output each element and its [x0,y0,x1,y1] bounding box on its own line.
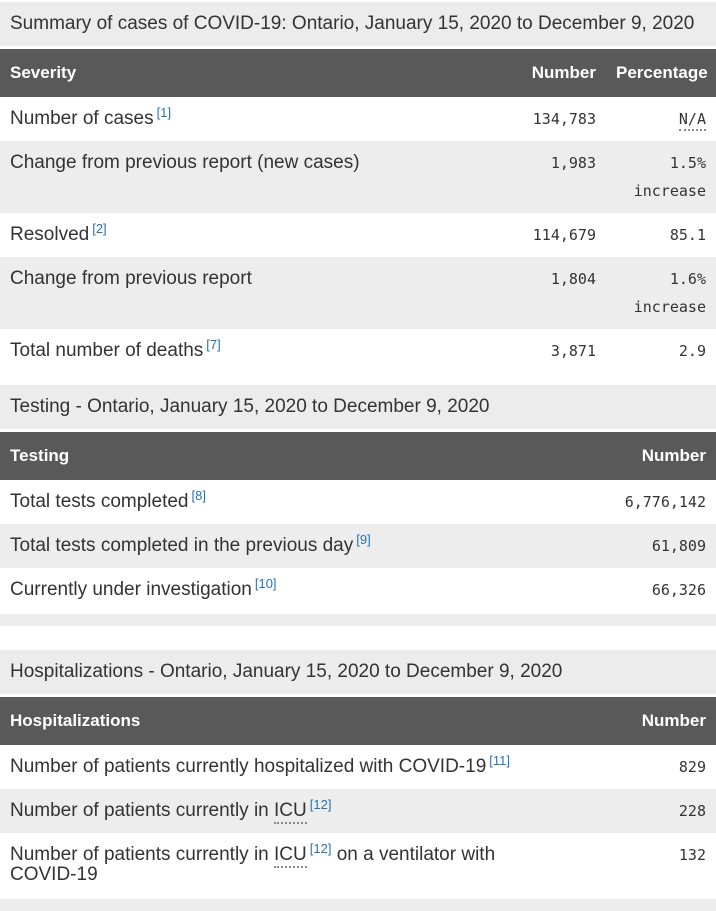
footnote-link-2[interactable]: [2] [92,221,107,236]
row-label: Number of patients currently in [10,800,275,821]
footnote-link-1[interactable]: [1] [156,105,172,120]
hospitalizations-table: Hospitalizations Number Number of patien… [0,697,716,897]
footnote-link-11[interactable]: [11] [489,753,510,768]
table-row-change-previous-report: Change from previous report 1,804 1.6% i… [0,257,716,329]
summary-header-row: Severity Number Percentage [0,49,716,97]
cell-number: 1,804 [496,257,606,329]
table-row-icu-ventilator: Number of patients currently in ICU [12] … [0,833,716,897]
table-row-under-investigation: Currently under investigation [10] 66,326 [0,568,716,612]
column-header-number: Number [576,432,716,480]
cell-percentage: 2.9 [678,342,706,360]
row-label: Number of patients currently hospitalize… [10,756,487,777]
table-footer-strip [0,899,716,911]
summary-cases-table: Severity Number Percentage Number of cas… [0,49,716,373]
cell-label: Currently under investigation [10] [0,568,576,612]
cell-number: 61,809 [576,524,716,568]
column-header-number: Number [576,697,716,745]
row-label: Total tests completed in the previous da… [10,535,354,556]
cell-number: 1,983 [496,141,606,213]
footnote-marker: [11] [489,753,510,768]
footnote-marker: [7] [206,337,220,352]
footnote-link-8[interactable]: [8] [191,488,206,503]
cell-number: 134,783 [532,110,596,128]
table-row-change-new-cases: Change from previous report (new cases) … [0,141,716,213]
cell-label: Change from previous report [0,257,496,329]
footnote-marker: [8] [191,488,205,503]
row-label: Resolved [10,224,90,245]
cell-percentage: N/A [606,97,716,141]
cell-number: 829 [678,758,706,776]
footnote-link-12[interactable]: [12] [309,841,332,856]
cell-label: Change from previous report (new cases) [0,141,496,213]
row-label: Total tests completed [10,491,189,512]
table-row-hospitalized: Number of patients currently hospitalize… [0,745,716,789]
footnote-link-10[interactable]: [10] [254,576,277,591]
testing-section: Testing - Ontario, January 15, 2020 to D… [0,385,716,626]
footnote-link-9[interactable]: [9] [356,532,371,547]
cell-label: Number of patients currently in ICU [12] … [0,833,576,897]
table-row-resolved: Resolved [2] 114,679 85.1 [0,213,716,257]
table-row-icu: Number of patients currently in ICU [12] … [0,789,716,833]
summary-cases-section: Summary of cases of COVID-19: Ontario, J… [0,2,716,373]
table-row-total-deaths: Total number of deaths [7] 3,871 2.9 [0,329,716,373]
table-row-tests-previous-day: Total tests completed in the previous da… [0,524,716,568]
cell-number: 132 [678,846,706,864]
cell-label: Number of patients currently in ICU [12] [0,789,576,833]
cell-percentage: 1.6% increase [606,257,716,329]
column-header-percentage: Percentage [606,49,716,97]
icu-abbreviation: ICU [274,844,307,868]
column-header-number: Number [496,49,606,97]
cell-label: Total tests completed in the previous da… [0,524,576,568]
table-footer-strip [0,614,716,626]
table-row-number-of-cases: Number of cases [1] 134,783 N/A [0,97,716,141]
footnote-link-7[interactable]: [7] [206,337,221,352]
cell-label: Resolved [2] [0,213,496,257]
footnote-marker: [1] [157,105,171,120]
icu-abbreviation: ICU [274,800,307,824]
footnote-marker: [10] [255,576,277,591]
footnote-marker: [2] [92,221,106,236]
row-label: Total number of deaths [10,340,204,361]
footnote-link-12[interactable]: [12] [309,797,332,812]
cell-number: 66,326 [651,581,706,599]
cell-number: 228 [576,789,716,833]
table-row-total-tests: Total tests completed [8] 6,776,142 [0,480,716,524]
testing-table: Testing Number Total tests completed [8] … [0,432,716,612]
testing-table-caption: Testing - Ontario, January 15, 2020 to D… [0,385,716,429]
na-abbreviation: N/A [678,110,706,131]
footnote-marker: [12] [310,797,332,812]
hospitalizations-table-caption: Hospitalizations - Ontario, January 15, … [0,650,716,694]
row-label: Number of cases [10,108,154,129]
cell-label: Total tests completed [8] [0,480,576,524]
cell-percentage: 85.1 [669,226,706,244]
row-label: Number of patients currently in [10,844,275,865]
cell-number: 114,679 [532,226,596,244]
cell-number: 3,871 [550,342,596,360]
column-header-hospitalizations: Hospitalizations [0,697,576,745]
column-header-testing: Testing [0,432,576,480]
summary-table-caption: Summary of cases of COVID-19: Ontario, J… [0,2,716,46]
cell-label: Total number of deaths [7] [0,329,496,373]
hospitalizations-section: Hospitalizations - Ontario, January 15, … [0,650,716,911]
row-label-suffix: on a ventilator with COVID-19 [10,844,496,885]
cell-label: Number of patients currently hospitalize… [0,745,576,789]
column-header-severity: Severity [0,49,496,97]
cell-label: Number of cases [1] [0,97,496,141]
row-label: Currently under investigation [10,579,252,600]
cell-number: 6,776,142 [624,493,706,511]
testing-header-row: Testing Number [0,432,716,480]
footnote-marker: [9] [356,532,370,547]
hospitalizations-header-row: Hospitalizations Number [0,697,716,745]
footnote-marker: [12] [310,841,332,856]
cell-percentage: 1.5% increase [606,141,716,213]
